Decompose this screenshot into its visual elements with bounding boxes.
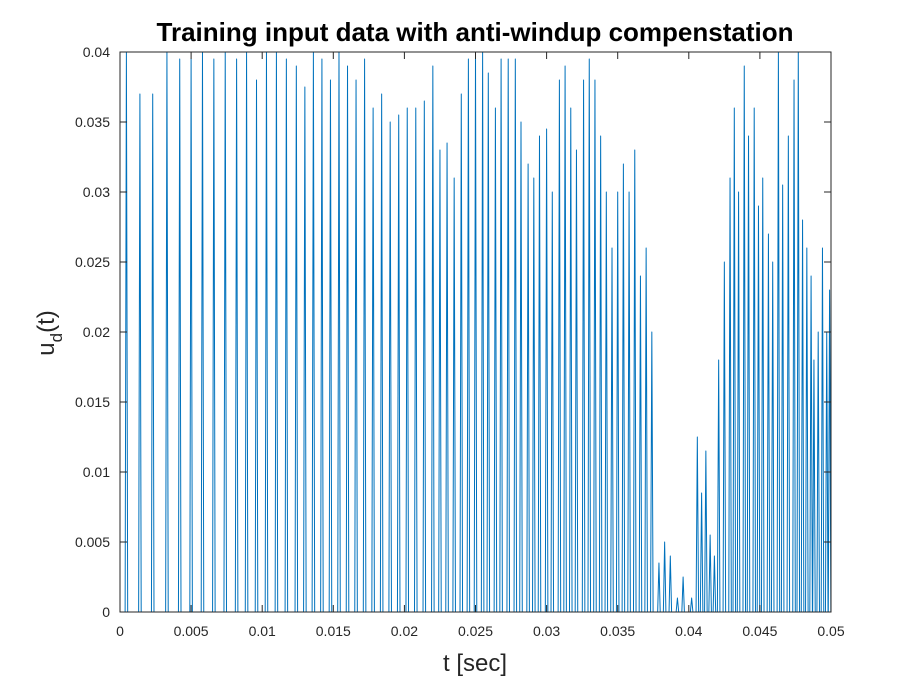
x-tick-label: 0.05 [817,623,844,639]
x-tick-label: 0.03 [533,623,560,639]
x-tick-label: 0.015 [316,623,351,639]
y-axis-label-main: u [33,342,60,355]
y-tick-label: 0 [102,604,110,620]
x-tick-label: 0.04 [675,623,702,639]
x-tick-label: 0.045 [742,623,777,639]
x-tick-label: 0.01 [249,623,276,639]
y-tick-label: 0.005 [75,534,110,550]
x-tick-label: 0.035 [600,623,635,639]
x-tick-label: 0 [116,623,124,639]
y-tick-label: 0.015 [75,394,110,410]
y-tick-label: 0.01 [83,464,110,480]
chart-title: Training input data with anti-windup com… [157,17,794,47]
x-tick-label: 0.025 [458,623,493,639]
axes-group: 0 0.005 0.01 0.015 0.02 0.025 0.03 0.035 0.04 0.0… [75,44,845,639]
x-tick-label: 0.02 [391,623,418,639]
y-axis-label-tail: (t) [33,310,60,333]
y-tick-label: 0.025 [75,254,110,270]
y-tick-label: 0.04 [83,44,110,60]
y-axis-label-subscript: d [47,333,66,342]
x-axis-label: t [sec] [443,650,507,677]
y-axis-label: ud(t) [33,310,66,355]
x-tick-label: 0.005 [174,623,209,639]
y-tick-label: 0.035 [75,114,110,130]
y-tick-label: 0.03 [83,184,110,200]
y-tick-label: 0.02 [83,324,110,340]
